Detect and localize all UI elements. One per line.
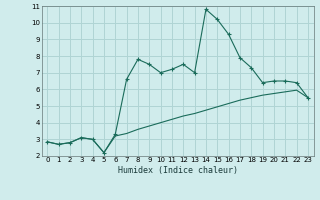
X-axis label: Humidex (Indice chaleur): Humidex (Indice chaleur) xyxy=(118,166,237,175)
